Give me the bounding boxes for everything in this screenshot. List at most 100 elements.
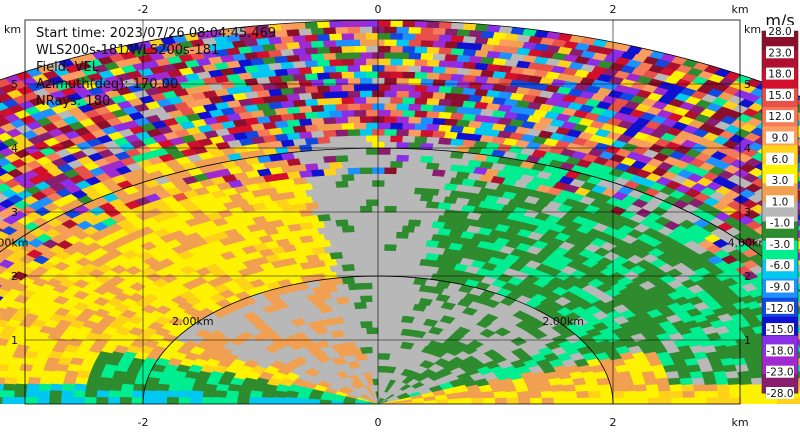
field-cell [359, 90, 373, 98]
field-cell [377, 147, 391, 155]
field-cell [419, 129, 434, 138]
field-cell [72, 396, 85, 405]
field-cell [431, 91, 446, 100]
field-cell [37, 383, 52, 392]
field-cell [365, 173, 379, 181]
field-cell [437, 46, 453, 55]
field-cell [177, 396, 191, 405]
field-cell [407, 64, 422, 73]
field-cell [395, 282, 410, 291]
field-cell [359, 218, 373, 226]
field-cell [346, 231, 361, 239]
field-cell [0, 383, 5, 392]
field-cell [316, 46, 331, 54]
field-cell [365, 224, 379, 232]
field-cell [541, 396, 555, 405]
field-cell [383, 115, 397, 123]
field-cell [377, 314, 391, 322]
field-cell [346, 179, 361, 188]
field-cell [389, 263, 403, 271]
field-cell [407, 39, 422, 47]
field-cell [624, 396, 637, 405]
field-cell [395, 192, 410, 201]
field-cell [395, 103, 410, 111]
field-cell [431, 40, 446, 48]
field-cell [395, 141, 410, 149]
field-cell [437, 72, 452, 81]
field-cell [540, 390, 555, 399]
field-cell [310, 104, 325, 113]
field-cell [401, 109, 416, 118]
field-cell [98, 376, 113, 386]
field-cell [377, 134, 391, 143]
field-cell [334, 244, 349, 253]
field-cell [304, 72, 319, 81]
field-cell [389, 224, 403, 233]
field-cell [359, 141, 373, 149]
field-cell [60, 396, 74, 405]
field-cell [365, 58, 379, 66]
field-cell [322, 193, 337, 202]
field-cell [413, 148, 428, 157]
field-cell [401, 83, 416, 92]
field-cell [132, 383, 146, 392]
field-cell [413, 161, 428, 169]
field-cell [201, 396, 215, 405]
field-cell [353, 109, 367, 117]
field-cell [449, 60, 465, 69]
field-cell [359, 77, 373, 85]
field-cell [334, 128, 349, 137]
field-cell [346, 167, 361, 175]
field-cell [389, 186, 403, 194]
field-cell [395, 128, 410, 137]
field-cell [340, 224, 355, 233]
field-cell [13, 396, 27, 405]
field-cell [365, 211, 379, 219]
field-cell [395, 218, 410, 226]
field-cell [389, 301, 403, 310]
field-cell [201, 390, 216, 399]
field-cell [13, 390, 27, 398]
field-cell [316, 174, 331, 183]
field-cell [425, 46, 440, 54]
field-cell [328, 148, 343, 157]
field-cell [359, 333, 373, 342]
field-cell [310, 117, 325, 126]
field-cell [322, 168, 337, 176]
field-cell [413, 58, 428, 67]
field-cell [191, 383, 206, 392]
field-cell [107, 390, 121, 398]
field-cell [359, 205, 373, 213]
field-cell [109, 376, 125, 386]
field-cell [623, 390, 637, 398]
field-cell [645, 383, 660, 392]
field-cell [365, 288, 379, 296]
field-cell [310, 65, 325, 74]
field-cell [50, 376, 65, 386]
field-cell [394, 295, 409, 304]
field-cell [359, 282, 373, 290]
field-cell [346, 282, 361, 291]
field-cell [468, 42, 483, 51]
field-cell [407, 128, 422, 137]
field-cell [322, 142, 337, 151]
field-cell [37, 390, 51, 398]
field-cell [694, 390, 708, 398]
field-cell [633, 383, 648, 392]
field-cell [753, 396, 767, 405]
velocity-field [0, 20, 800, 405]
field-cell [353, 198, 367, 207]
field-cell [4, 370, 19, 379]
field-cell [310, 142, 325, 151]
field-cell [334, 180, 349, 188]
field-cell [377, 288, 391, 296]
field-cell [431, 142, 446, 151]
field-cell [359, 102, 373, 111]
field-cell [346, 90, 361, 98]
field-cell [365, 122, 379, 130]
field-cell [425, 161, 440, 170]
field-cell [340, 186, 355, 195]
field-cell [346, 141, 361, 149]
field-cell [322, 52, 337, 61]
field-cell [316, 110, 331, 119]
